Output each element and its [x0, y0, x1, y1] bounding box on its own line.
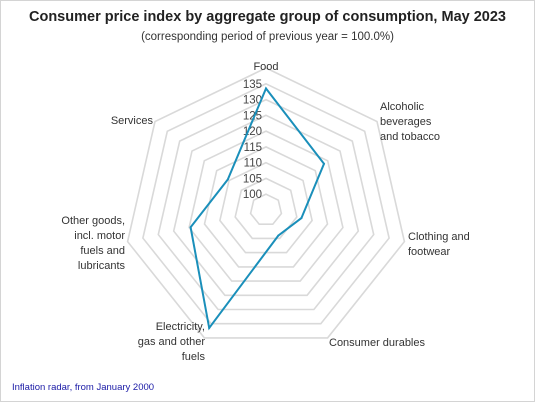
category-label-line: Services [111, 115, 154, 127]
category-label-line: Clothing and [408, 231, 470, 243]
grid-ring-1 [234, 177, 298, 240]
grid-ring-8 [126, 67, 406, 339]
category-label-line: footwear [408, 246, 451, 258]
r-tick-label-2: 110 [244, 158, 262, 170]
grid-ring-6 [157, 98, 375, 311]
data-point-0 [265, 87, 267, 90]
category-label-line: fuels and [80, 245, 125, 257]
r-tick-label-5: 125 [243, 110, 262, 122]
category-label-0: Food [253, 61, 278, 73]
r-tick-label-0: 100 [243, 189, 262, 201]
category-label-1: Alcoholic beverages and tobacco [380, 101, 440, 143]
inflation-radar-link[interactable]: Inflation radar, from January 2000 [12, 382, 155, 393]
data-point-3 [277, 234, 280, 237]
grid-ring-0 [249, 193, 283, 225]
category-label-line: Food [253, 61, 278, 73]
chart-subtitle: (corresponding period of previous year =… [141, 31, 394, 43]
data-point-5 [189, 226, 192, 229]
category-label-3: Consumer durables [329, 337, 425, 349]
category-label-line: Other goods, [61, 215, 125, 227]
category-label-6: Services [111, 115, 154, 127]
category-label-line: gas and other [138, 336, 206, 348]
r-tick-label-3: 115 [244, 142, 262, 154]
grid-ring-4 [188, 130, 344, 282]
data-point-4 [208, 327, 211, 329]
category-label-line: incl. motor [74, 230, 125, 242]
category-label-2: Clothing and footwear [408, 231, 470, 258]
chart-title: Consumer price index by aggregate group … [29, 9, 506, 25]
series-line-0 [189, 86, 326, 331]
category-label-line: beverages [380, 116, 432, 128]
category-label-4: Electricity, gas and other fuels [138, 321, 206, 363]
category-label-5: Other goods, incl. motor fuels and lubrican… [61, 215, 125, 272]
category-label-line: and tobacco [380, 131, 440, 143]
r-tick-label-4: 120 [243, 126, 262, 138]
category-label-line: Electricity, [156, 321, 205, 333]
r-tick-label-1: 105 [243, 173, 262, 185]
category-label-line: lubricants [78, 260, 126, 272]
r-tick-label-6: 130 [243, 95, 262, 107]
category-label-line: fuels [182, 351, 206, 363]
data-point-1 [323, 162, 325, 165]
data-point-6 [226, 178, 229, 181]
category-label-line: Alcoholic [380, 101, 425, 113]
grid-ring-5 [172, 114, 360, 297]
r-tick-label-7: 135 [243, 79, 262, 91]
grid-ring-7 [142, 82, 390, 325]
category-label-line: Consumer durables [329, 337, 425, 349]
data-point-2 [300, 217, 303, 220]
